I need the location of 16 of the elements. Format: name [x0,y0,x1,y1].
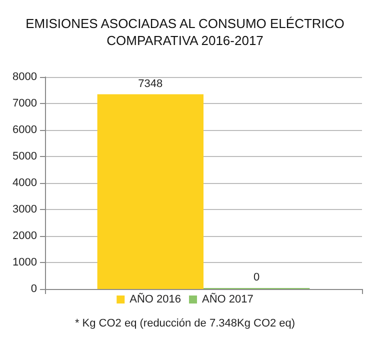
text: * Kg CO2 eq (reducción de 7.348Kg CO2 eq) [74,318,296,330]
y-tick-label: 8000 [12,71,37,83]
y-tick-label: 7000 [12,98,37,110]
y-tick-label: 5000 [12,150,37,162]
y-tick-label: 4000 [12,177,37,189]
chart-subtitle: COMPARATIVA 2016-2017 [106,33,264,48]
legend-label: AÑO 2016 [130,292,182,306]
y-tick-label: 0 [30,283,37,295]
y-tick-label: 6000 [12,124,37,136]
legend-label: AÑO 2017 [202,292,254,306]
y-tick-label: 1000 [12,256,37,268]
y-tick-label: 3000 [12,204,37,216]
chart-title: EMISIONES ASOCIADAS AL CONSUMO ELÉCTRICO [26,16,344,31]
data-label: 7348 [138,78,163,90]
data-label: 0 [254,272,260,284]
y-tick-label: 2000 [12,230,37,242]
